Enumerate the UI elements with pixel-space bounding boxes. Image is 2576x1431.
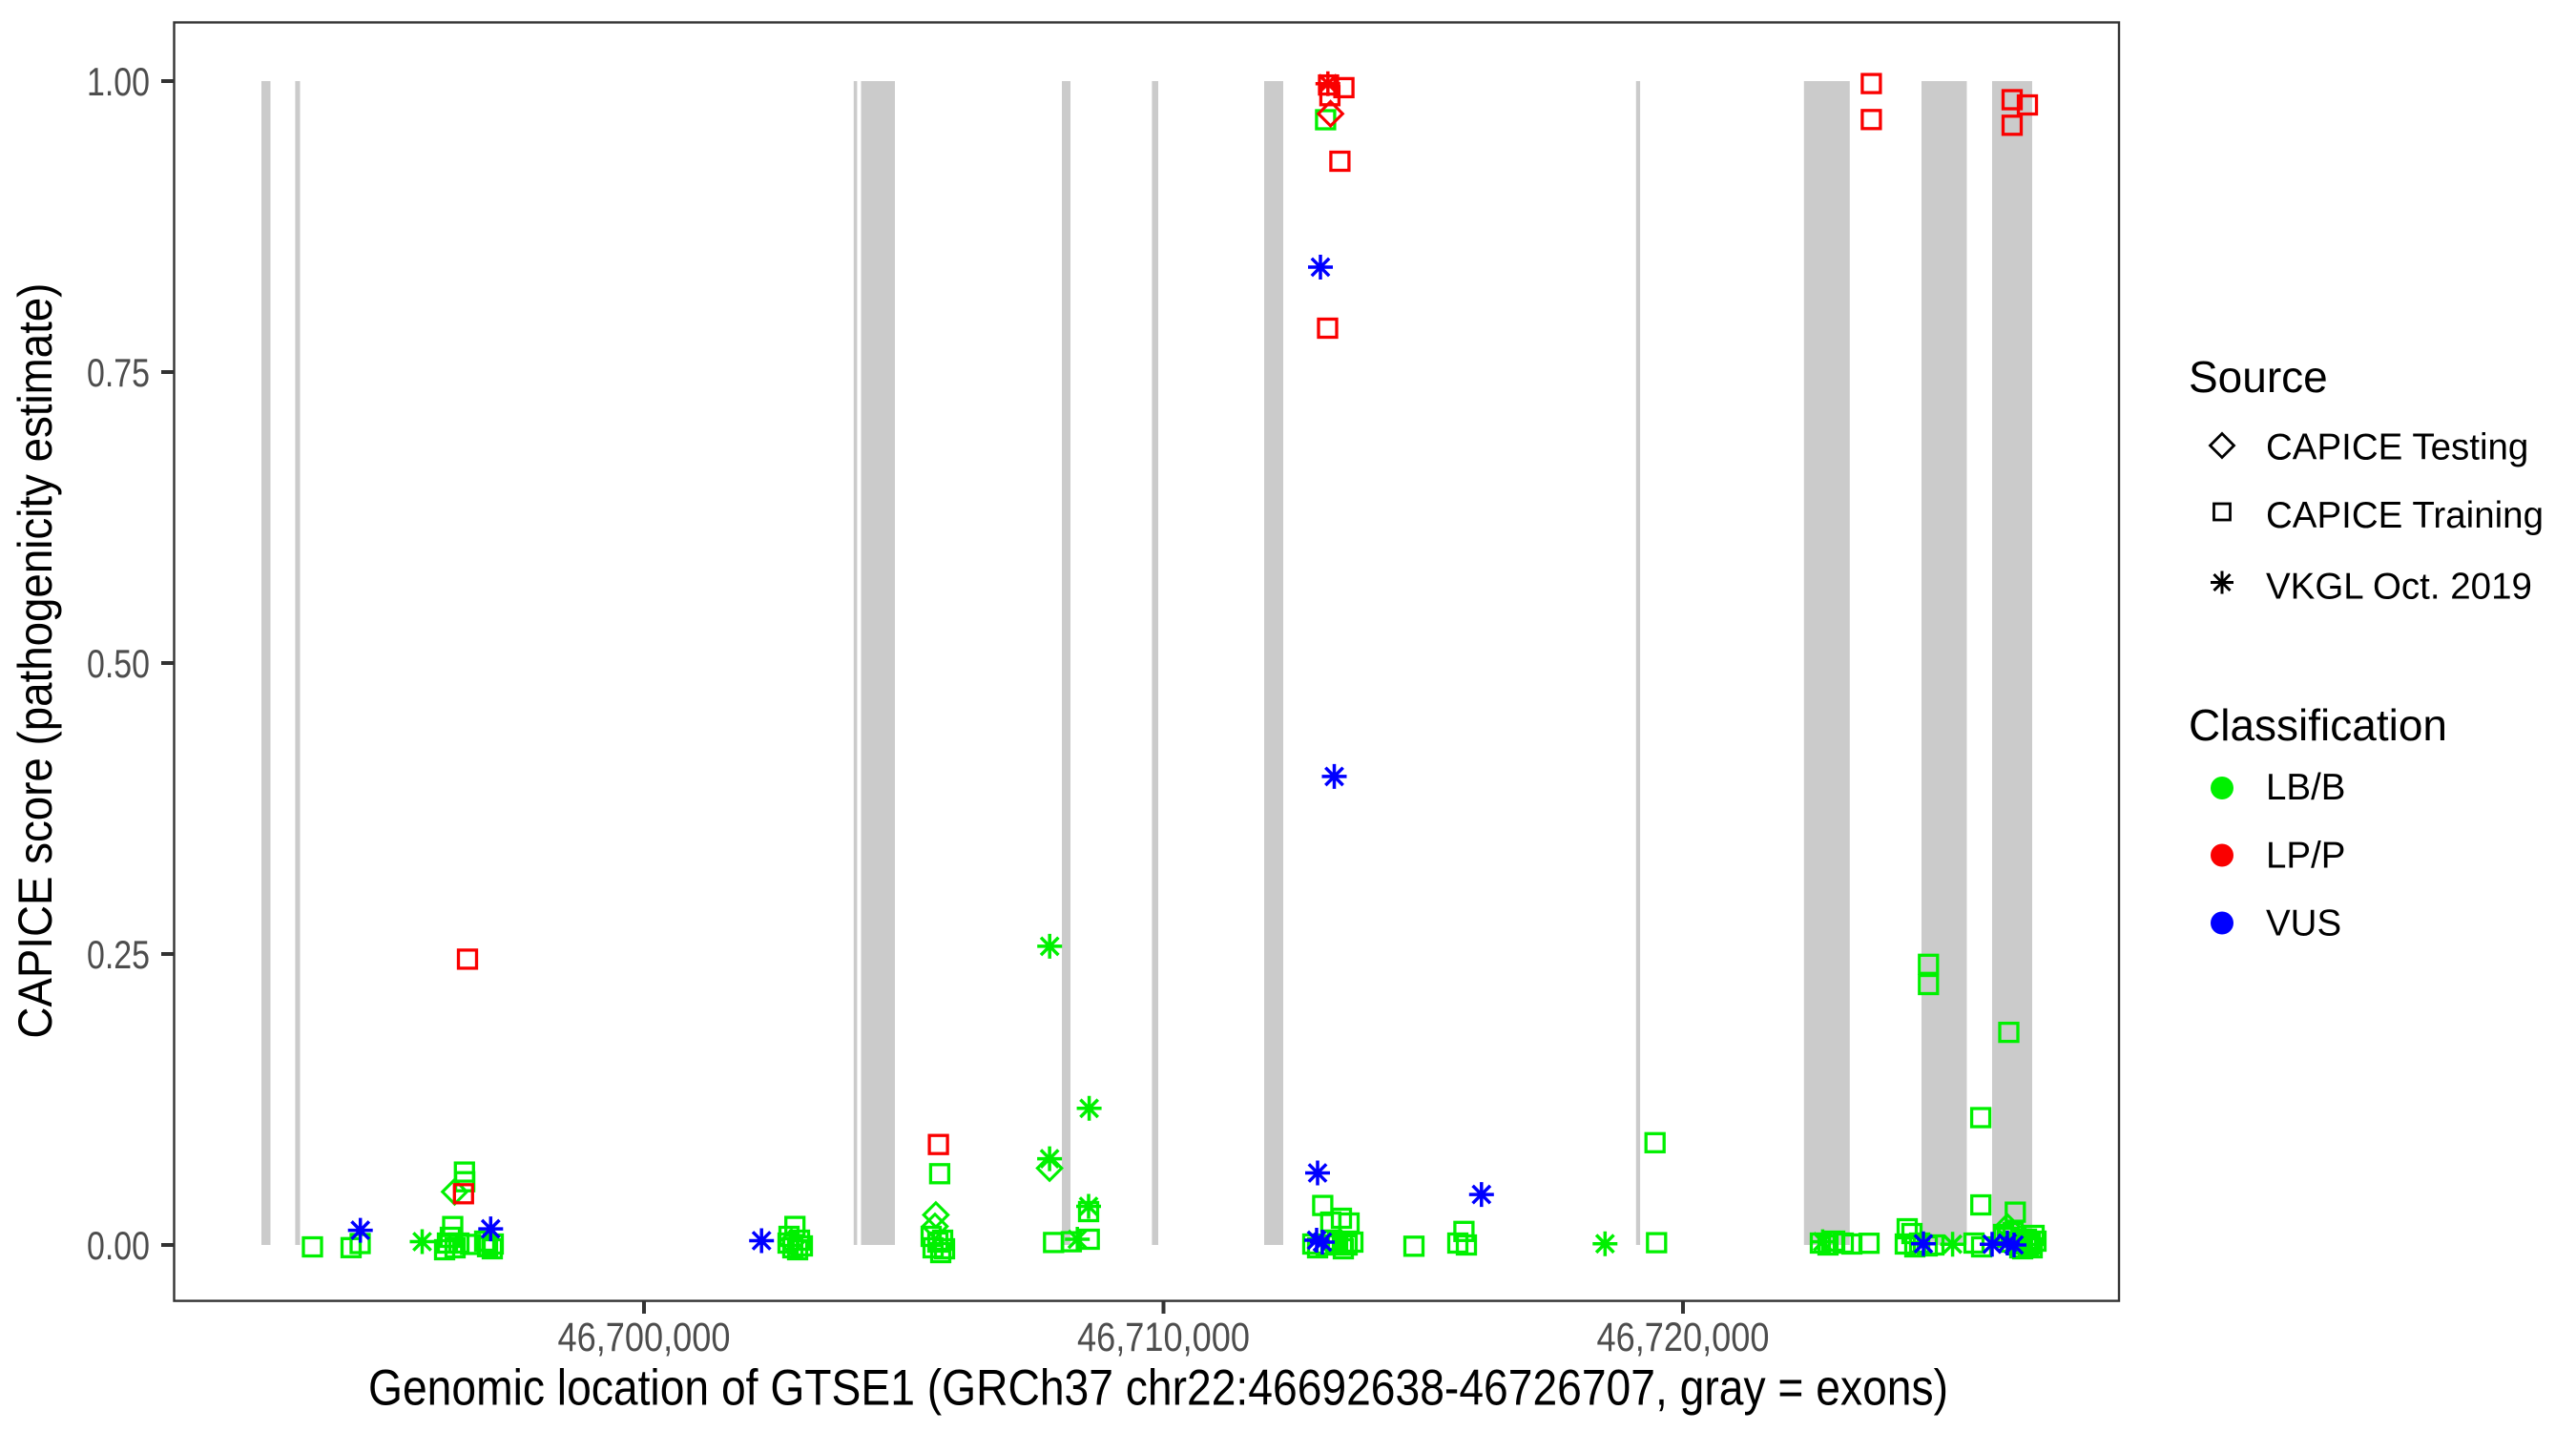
svg-text:Source: Source xyxy=(2189,352,2328,402)
svg-text:Classification: Classification xyxy=(2189,700,2447,750)
svg-text:CAPICE Training: CAPICE Training xyxy=(2266,495,2544,536)
svg-text:0.75: 0.75 xyxy=(87,350,150,395)
svg-text:0.25: 0.25 xyxy=(87,932,150,977)
svg-text:46,700,000: 46,700,000 xyxy=(558,1315,731,1360)
svg-text:VKGL Oct. 2019: VKGL Oct. 2019 xyxy=(2266,567,2532,608)
svg-text:LP/P: LP/P xyxy=(2266,836,2345,877)
svg-text:CAPICE Testing: CAPICE Testing xyxy=(2266,427,2528,468)
svg-text:46,720,000: 46,720,000 xyxy=(1597,1315,1770,1360)
svg-text:1.00: 1.00 xyxy=(87,59,150,104)
svg-text:46,710,000: 46,710,000 xyxy=(1077,1315,1250,1360)
svg-text:CAPICE score (pathogenicity es: CAPICE score (pathogenicity estimate) xyxy=(9,283,62,1039)
svg-text:Genomic location of GTSE1 (GRC: Genomic location of GTSE1 (GRCh37 chr22:… xyxy=(368,1359,1948,1416)
svg-text:VUS: VUS xyxy=(2266,903,2341,944)
svg-text:LB/B: LB/B xyxy=(2266,767,2345,808)
svg-text:0.50: 0.50 xyxy=(87,641,150,686)
svg-text:0.00: 0.00 xyxy=(87,1223,150,1268)
